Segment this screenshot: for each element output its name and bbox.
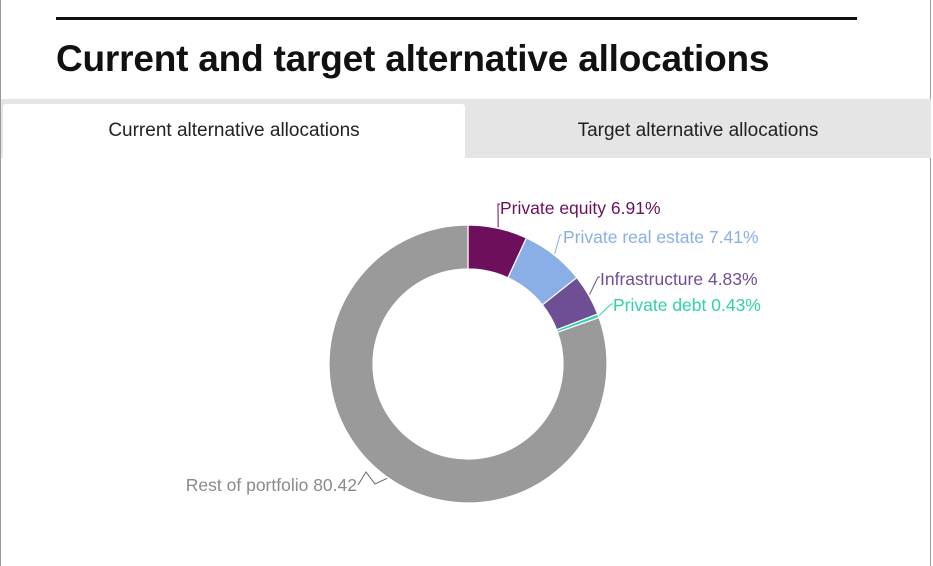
connector-private-debt bbox=[598, 303, 613, 316]
tab-bar: Current alternative allocations Target a… bbox=[1, 99, 931, 158]
label-private-debt: Private debt 0.43% bbox=[613, 295, 761, 315]
connector-rest-of-portfolio bbox=[357, 471, 388, 486]
page-title: Current and target alternative allocatio… bbox=[56, 38, 770, 79]
connector-private-equity bbox=[497, 203, 500, 228]
connector-infrastructure bbox=[589, 276, 600, 295]
slice-rest-of-portfolio[interactable] bbox=[328, 224, 608, 504]
donut-chart: Private equity 6.91% Private real estate … bbox=[186, 198, 761, 504]
label-connectors bbox=[357, 203, 613, 486]
connector-private-real-estate bbox=[554, 234, 562, 255]
tab-current-allocations[interactable]: Current alternative allocations bbox=[3, 104, 465, 158]
slice-labels: Private equity 6.91% Private real estate … bbox=[186, 198, 761, 495]
label-private-real-estate: Private real estate 7.41% bbox=[563, 227, 759, 247]
donut-slices bbox=[328, 224, 608, 504]
label-private-equity: Private equity 6.91% bbox=[500, 198, 661, 218]
tab-target-allocations[interactable]: Target alternative allocations bbox=[577, 120, 819, 141]
top-rule bbox=[56, 17, 857, 20]
label-rest-of-portfolio: Rest of portfolio 80.42 bbox=[186, 475, 357, 495]
label-infrastructure: Infrastructure 4.83% bbox=[600, 269, 758, 289]
